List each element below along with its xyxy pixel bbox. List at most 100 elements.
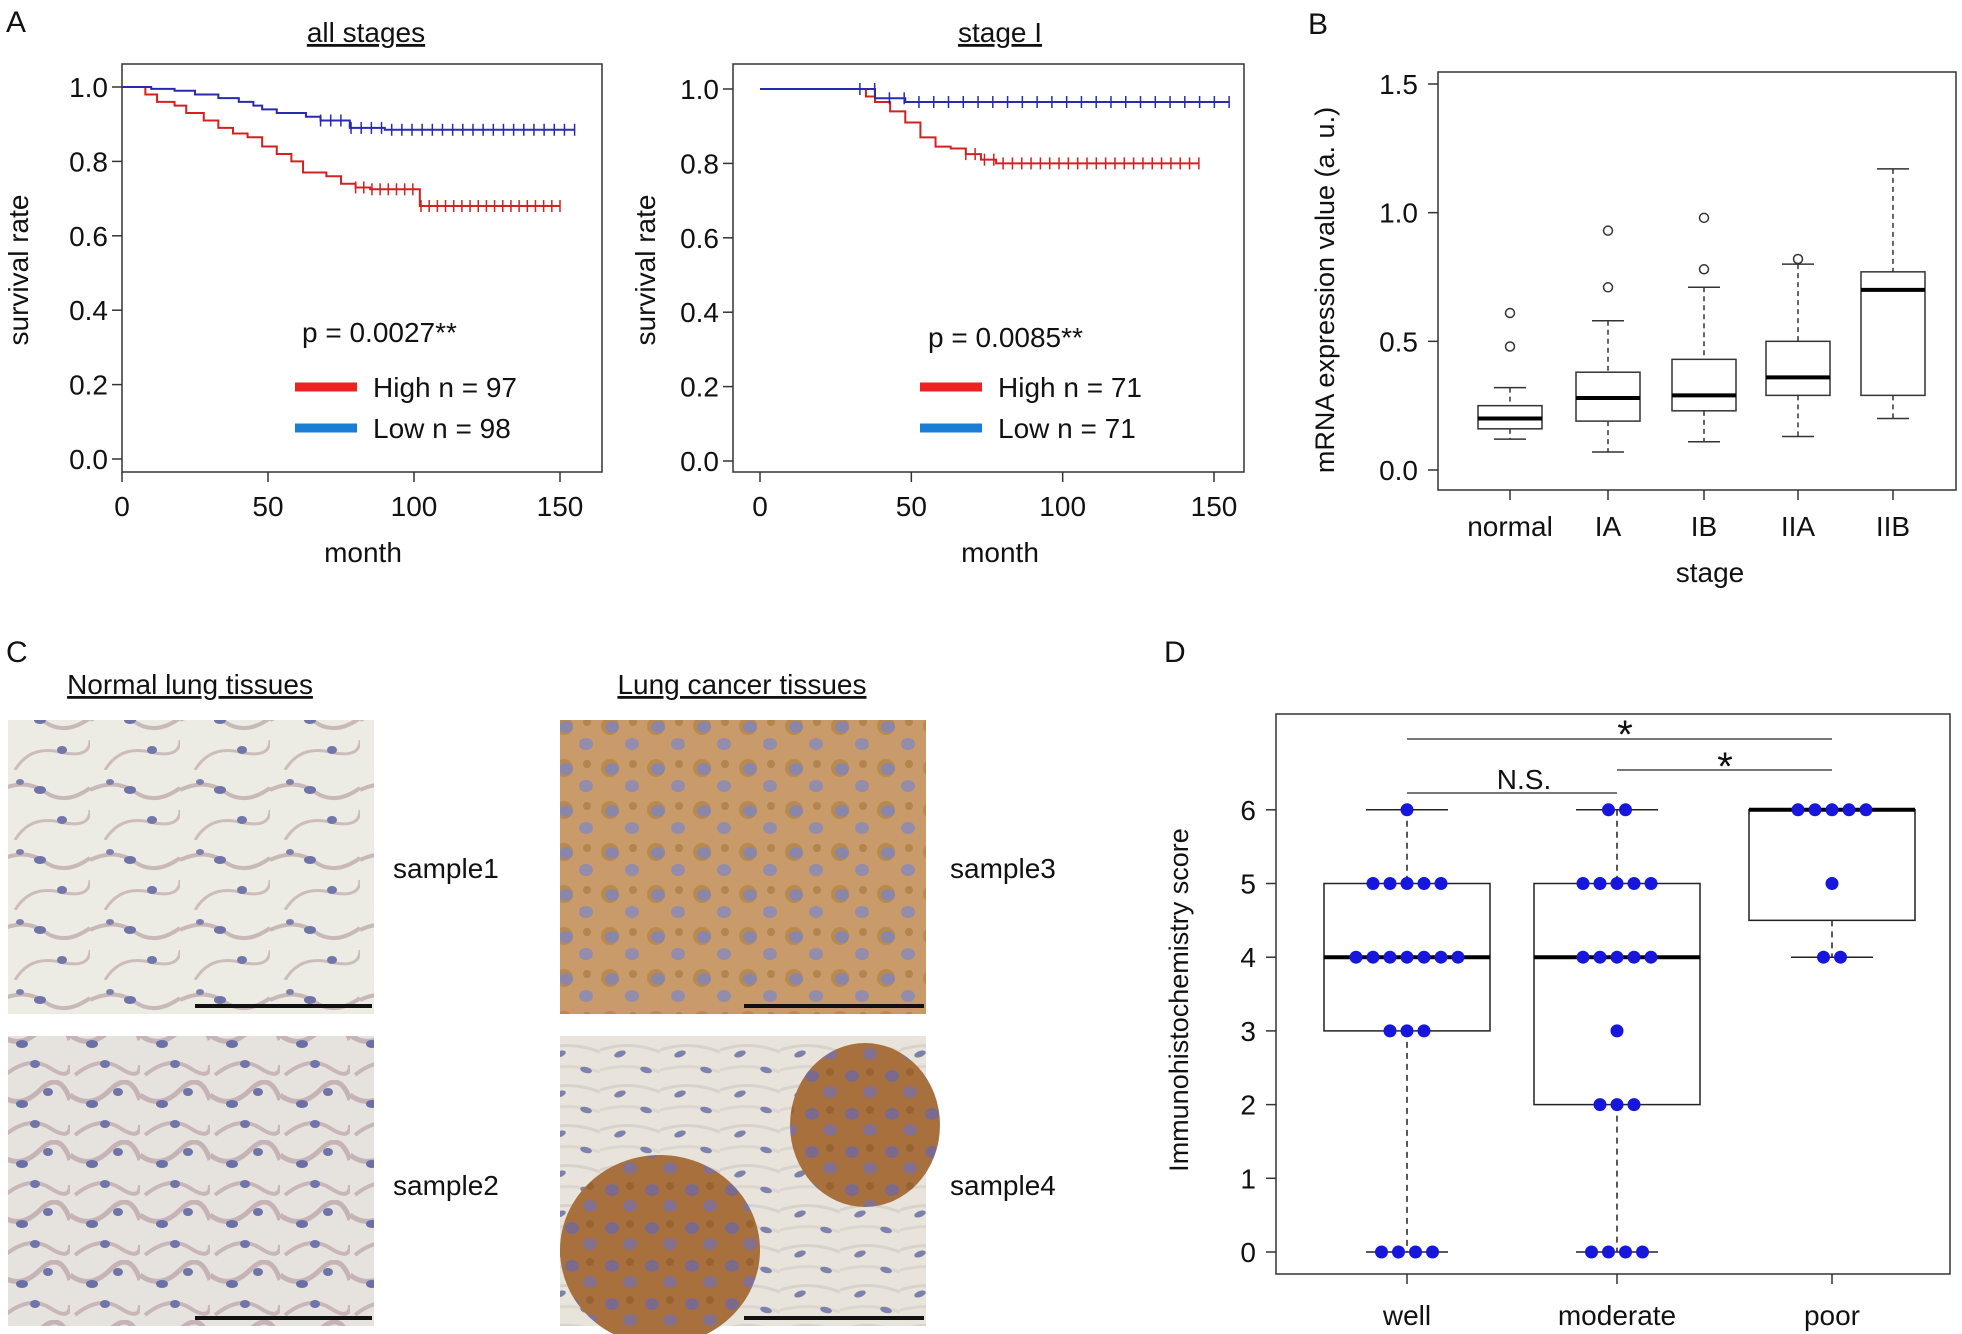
data-point xyxy=(1400,803,1414,817)
data-point xyxy=(1434,877,1448,890)
boxplot-b-xlabel: stage xyxy=(1676,557,1745,588)
data-point xyxy=(1585,1245,1598,1259)
data-point xyxy=(1644,877,1658,890)
box-iqr xyxy=(1860,271,1926,397)
km-curve-low xyxy=(760,88,1230,104)
boxplot-b-ylabel: mRNA expression value (a. u.) xyxy=(1310,107,1340,473)
x-tick-label: poor xyxy=(1804,1300,1860,1331)
outlier-point xyxy=(1698,212,1710,224)
km-xlabel: month xyxy=(961,537,1039,568)
data-point xyxy=(1636,1245,1649,1259)
legend-high-label: High n = 97 xyxy=(373,372,517,403)
y-tick-label: 0.6 xyxy=(69,221,108,252)
outlier-point xyxy=(1602,282,1614,293)
y-tick-label: 0.0 xyxy=(69,444,108,475)
y-tick-label: 0.6 xyxy=(680,223,719,254)
km-ylabel: survival rate xyxy=(3,195,34,346)
km-curve-high xyxy=(122,86,560,208)
boxplot-ihc-score: 0 1 2 3 4 5 6 well moderate poor Immunohistochemi… xyxy=(1164,713,1951,1331)
sample4-label: sample4 xyxy=(950,1170,1056,1201)
data-point xyxy=(1417,877,1431,890)
data-point xyxy=(1619,803,1632,817)
y-tick-label: 1 xyxy=(1240,1163,1256,1194)
x-tick-label: IB xyxy=(1691,511,1717,542)
outlier-point xyxy=(1504,307,1516,319)
km-title-stage-i: stage I xyxy=(958,17,1042,48)
x-tick-label: normal xyxy=(1467,511,1553,542)
data-point xyxy=(1366,877,1380,890)
legend-high-label: High n = 71 xyxy=(998,372,1142,403)
x-tick-label: 100 xyxy=(1039,491,1086,522)
data-point xyxy=(1627,950,1641,964)
outlier-point xyxy=(1792,253,1804,265)
legend-low-label: Low n = 71 xyxy=(998,413,1136,444)
y-tick-label: 0.8 xyxy=(69,146,108,177)
data-point xyxy=(1593,950,1607,964)
data-point xyxy=(1602,1245,1615,1259)
km-plot-all-stages: all stages 0.0 0.2 0.4 0.6 0.8 1.0 0 50 100 150 m… xyxy=(3,17,603,568)
panel-c-letter: C xyxy=(6,636,28,669)
y-tick-label: 0 xyxy=(1240,1237,1256,1268)
boxplot-mrna-expression: 0.0 0.5 1.0 1.5 normal IA IB IIA IIB stage mRNA … xyxy=(1310,69,1957,588)
data-point xyxy=(1417,1024,1431,1038)
data-point xyxy=(1610,877,1624,890)
y-tick-label: 0.2 xyxy=(680,372,719,403)
sample1-label: sample1 xyxy=(393,853,499,884)
y-tick-label: 0.5 xyxy=(1379,326,1418,357)
outlier-point xyxy=(1602,225,1614,236)
data-point xyxy=(1576,950,1590,964)
y-tick-label: 1.0 xyxy=(1379,198,1418,229)
km-ylabel: survival rate xyxy=(630,195,661,346)
data-point xyxy=(1627,877,1641,890)
sig-label-moderate-poor: * xyxy=(1717,745,1733,789)
data-point xyxy=(1593,1098,1607,1112)
box-iqr xyxy=(1765,340,1831,397)
data-point xyxy=(1383,950,1397,964)
y-tick-label: 1.0 xyxy=(680,74,719,105)
x-tick-label: IIB xyxy=(1876,511,1910,542)
data-point xyxy=(1434,950,1448,964)
data-point xyxy=(1366,950,1380,964)
data-point xyxy=(1417,950,1431,964)
data-point xyxy=(1842,803,1856,817)
data-point xyxy=(1383,1024,1397,1038)
data-point xyxy=(1576,877,1590,890)
outlier-point xyxy=(1698,264,1710,275)
micrograph-sample4 xyxy=(560,1036,940,1334)
data-point xyxy=(1859,803,1873,817)
data-point xyxy=(1349,950,1363,964)
x-tick-label: 150 xyxy=(1191,491,1238,522)
data-point xyxy=(1409,1245,1422,1259)
micrograph-sample3 xyxy=(560,720,926,1014)
data-point xyxy=(1426,1245,1439,1259)
micrograph-sample2 xyxy=(8,1036,374,1326)
data-point xyxy=(1644,950,1658,964)
data-point xyxy=(1400,1024,1414,1038)
data-point xyxy=(1619,1245,1632,1259)
x-tick-label: 50 xyxy=(896,491,927,522)
data-point xyxy=(1610,950,1624,964)
sample3-label: sample3 xyxy=(950,853,1056,884)
x-tick-label: 100 xyxy=(391,491,438,522)
legend-low-label: Low n = 98 xyxy=(373,413,511,444)
km-title-all-stages: all stages xyxy=(307,17,425,48)
data-point xyxy=(1825,877,1839,890)
y-tick-label: 2 xyxy=(1240,1090,1256,1121)
km-curve-high xyxy=(760,88,1199,165)
micrograph-sample1 xyxy=(8,720,374,1014)
y-tick-label: 0.8 xyxy=(680,148,719,179)
y-tick-label: 0.4 xyxy=(680,297,719,328)
x-tick-label: 0 xyxy=(114,491,130,522)
data-point xyxy=(1593,877,1607,890)
data-point xyxy=(1375,1245,1388,1259)
km-pvalue: p = 0.0085** xyxy=(928,322,1083,353)
y-tick-label: 0.0 xyxy=(1379,455,1418,486)
data-point xyxy=(1791,803,1805,817)
y-tick-label: 6 xyxy=(1240,795,1256,826)
data-point xyxy=(1808,803,1822,817)
y-tick-label: 0.0 xyxy=(680,446,719,477)
data-point xyxy=(1610,1098,1624,1112)
x-tick-label: 50 xyxy=(252,491,283,522)
x-tick-label: 0 xyxy=(752,491,768,522)
